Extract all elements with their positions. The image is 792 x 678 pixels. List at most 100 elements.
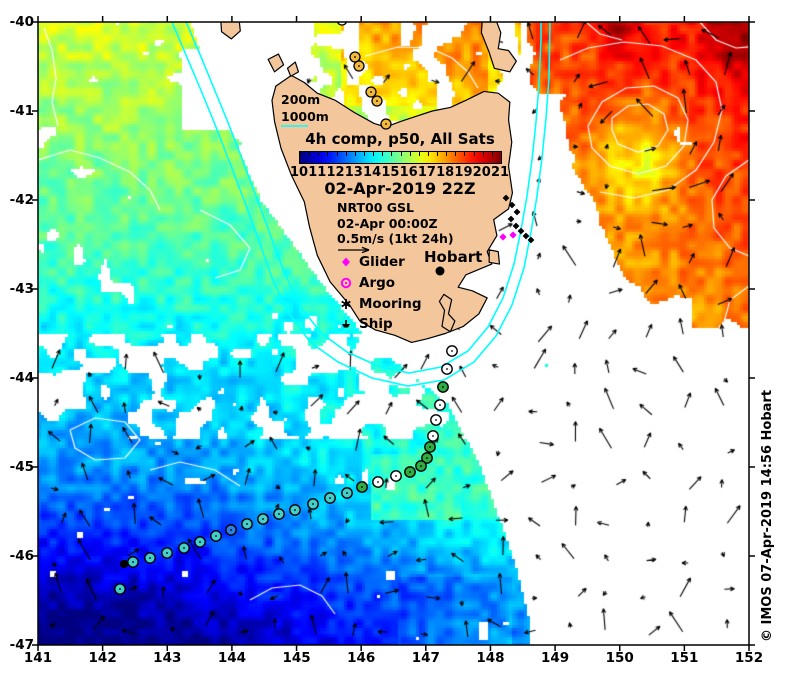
glider-marker [499, 233, 507, 241]
glider-diamond-icon [342, 257, 350, 267]
colorbar-tick-label: 16 [399, 165, 418, 180]
colorbar-tick [309, 152, 311, 156]
argo-float-center-dot [341, 19, 343, 21]
colorbar-tick [491, 152, 493, 156]
colorbar-ticks [300, 152, 502, 163]
legend-row-mooring: Mooring [340, 296, 422, 312]
argo-float-center-dot [370, 91, 372, 93]
ship-track-center-dot [166, 552, 168, 554]
ship-mark-icon [342, 320, 350, 328]
colorbar-tick-label: 15 [381, 165, 400, 180]
colorbar-tick [455, 152, 457, 156]
x-axis-tick-label: 149 [540, 650, 570, 666]
ship-track-center-dot [294, 509, 296, 511]
ship-track-center-dot [446, 368, 448, 370]
x-axis-tick-label: 144 [217, 650, 246, 666]
argo-float-center-dot [354, 56, 356, 58]
mooring-diamond-marker [527, 236, 535, 244]
colorbar-tick [318, 152, 320, 156]
x-axis-tick-label: 143 [153, 650, 182, 666]
argo-float-center-dot [358, 65, 360, 67]
x-axis-tick-label: 147 [411, 650, 440, 666]
y-axis-tick-label: -43 [9, 281, 34, 297]
ship-track-center-dot [246, 523, 248, 525]
colorbar [299, 151, 502, 164]
y-axis-tick-label: -40 [9, 14, 34, 30]
product-label: NRT00 GSL [337, 200, 415, 215]
colorbar-tick [437, 152, 439, 156]
colorbar-tick [473, 152, 475, 156]
ship-track-center-dot [278, 513, 280, 515]
ship-track-center-dot [432, 435, 434, 437]
bathymetry-contour-line [171, 22, 551, 387]
legend-label-argo: Argo [359, 275, 396, 291]
ship-track-center-dot [439, 404, 441, 406]
mooring-diamond-marker [507, 215, 515, 223]
colorbar-tick [382, 152, 384, 156]
legend-row-argo: Argo [340, 275, 395, 291]
map-datetime-label: 02-Apr-2019 22Z [324, 179, 476, 198]
colorbar-tick [391, 152, 393, 156]
mooring-diamond-marker [522, 232, 530, 240]
colorbar-tick [363, 152, 365, 156]
velocity-time-label: 02-Apr 00:00Z [337, 216, 438, 231]
x-axis-tick-label: 141 [23, 650, 53, 666]
map-layers [114, 19, 551, 595]
colorbar-tick [345, 152, 347, 156]
mooring-diamond-marker [508, 201, 516, 209]
mooring-diamond-marker [502, 194, 510, 202]
bathymetry-contour-line [185, 22, 542, 374]
ship-track-center-dot [409, 471, 411, 473]
argo-circle-icon [340, 277, 352, 289]
land-flinders-group [480, 22, 517, 73]
ship-track-center-dot [132, 561, 134, 563]
ship-track-center-dot [262, 518, 264, 520]
y-axis-tick-label: -42 [9, 192, 34, 208]
colorbar-tick [464, 152, 466, 156]
ship-track-center-dot [149, 557, 151, 559]
legend-label-glider: Glider [359, 254, 405, 270]
colorbar-tick [354, 152, 356, 156]
land-maria-island [488, 249, 501, 265]
colorbar-tick [501, 152, 502, 156]
colorbar-tick [427, 152, 429, 156]
mooring-star-icon [341, 299, 351, 309]
ship-track-center-dot [119, 588, 121, 590]
x-axis-tick-label: 152 [734, 650, 764, 666]
colorbar-tick [400, 152, 402, 156]
ship-track-center-dot [329, 497, 331, 499]
y-axis-tick-label: -45 [9, 459, 34, 475]
colorbar-tick [418, 152, 420, 156]
ship-track-center-dot [230, 529, 232, 531]
axis-box [37, 21, 750, 646]
colorbar-tick [409, 152, 411, 156]
colorbar-tick-label: 19 [454, 165, 473, 180]
legend-label-mooring: Mooring [359, 296, 422, 312]
colorbar-tick-label: 20 [472, 165, 491, 180]
x-axis-tick-label: 151 [670, 650, 699, 666]
velocity-scale-arrow-icon [338, 246, 370, 254]
argo-float-marker [336, 22, 348, 26]
ship-track-center-dot [199, 541, 201, 543]
x-axis-tick-label: 150 [605, 650, 634, 666]
y-axis-tick-label: -44 [9, 370, 34, 386]
colorbar-labels: 10 11 12 13 14 15 16 17 18 19 20 21 [290, 165, 509, 180]
mooring-diamond-marker [513, 208, 521, 216]
mooring-diamond-marker [517, 227, 525, 235]
ship-track-center-dot [183, 547, 185, 549]
colorbar-tick-label: 18 [436, 165, 455, 180]
land-king-island [220, 22, 241, 40]
bathy-label-200m: 200m [281, 92, 321, 107]
imos-credit-text: © IMOS 07-Apr-2019 14:56 Hobart [760, 389, 775, 642]
legend-label-ship: Ship [359, 316, 393, 332]
colorbar-title: 4h comp, p50, All Sats [305, 130, 495, 148]
colorbar-tick [336, 152, 338, 156]
argo-float-center-dot [385, 123, 387, 125]
colorbar-tick-label: 11 [308, 165, 327, 180]
ship-track-center-dot [429, 446, 431, 448]
x-axis-tick-label: 142 [88, 650, 117, 666]
y-axis-tick-label: -41 [9, 103, 34, 119]
ship-track-center-dot [435, 419, 437, 421]
colorbar-tick [373, 152, 375, 156]
